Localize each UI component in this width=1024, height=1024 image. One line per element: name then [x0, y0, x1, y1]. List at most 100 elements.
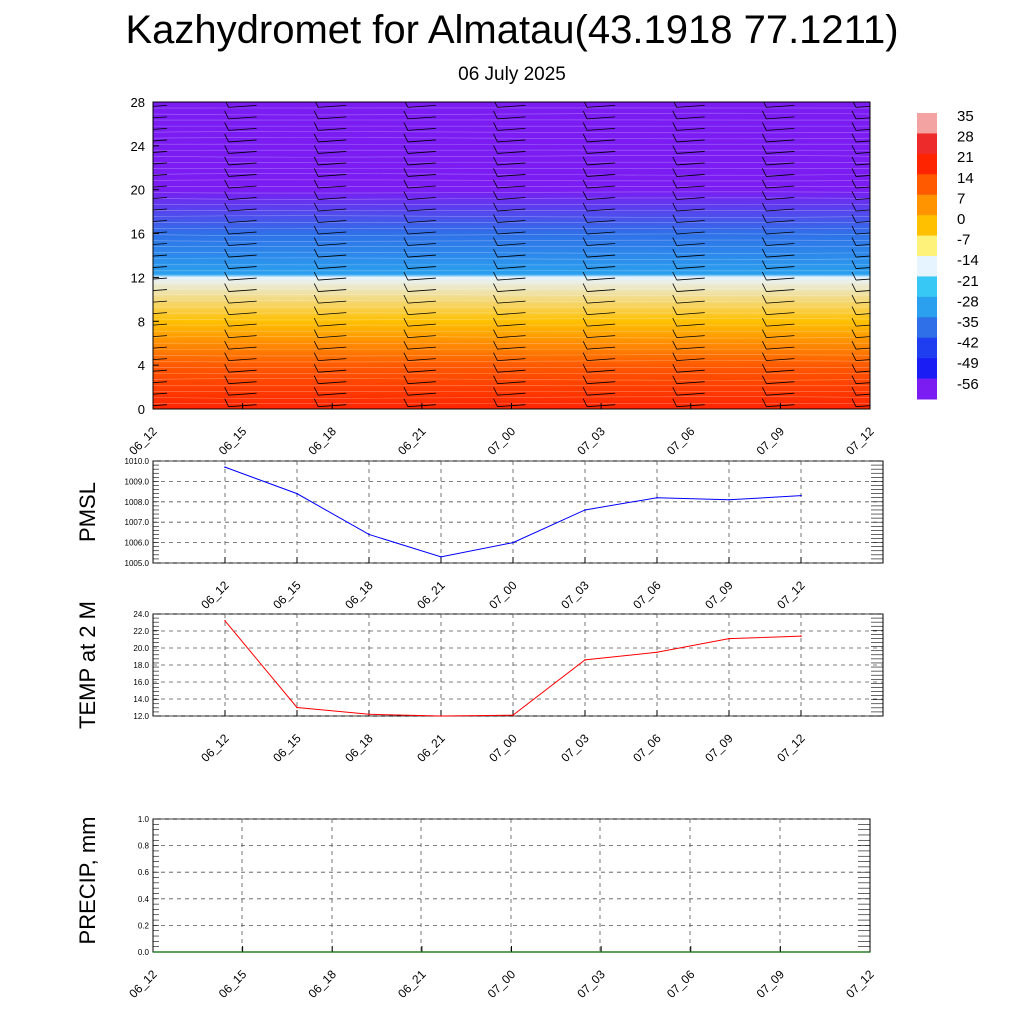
- x-tick-label: 06_21: [395, 967, 429, 1001]
- wind-barb-flag: [851, 248, 857, 258]
- wind-barb-staff: [587, 231, 616, 235]
- wind-barb-flag: [313, 110, 319, 120]
- wind-barb-flag: [403, 283, 409, 292]
- wind-barb-staff: [676, 139, 705, 143]
- wind-barb-flag: [493, 398, 498, 407]
- y-tick-label: 22.0: [133, 627, 149, 636]
- x-tick-label: 06_18: [305, 967, 339, 1001]
- wind-barb-flag: [851, 283, 857, 292]
- y-tick-label: 14.0: [133, 695, 149, 704]
- wind-barb-flag: [763, 102, 767, 108]
- wind-barb-staff: [587, 266, 616, 269]
- wind-barb-staff: [587, 381, 616, 385]
- x-tick-label: 07_09: [702, 578, 736, 612]
- wind-barb-flag: [403, 168, 409, 177]
- colorbar-label: -14: [957, 252, 979, 269]
- wind-barb-staff: [228, 220, 257, 223]
- wind-barb-flag: [313, 306, 319, 315]
- wind-barb-staff: [676, 392, 705, 396]
- wind-barb-staff: [153, 277, 168, 280]
- data-point: [584, 659, 586, 661]
- wind-barb-staff: [228, 243, 257, 246]
- wind-barb-staff: [587, 116, 616, 120]
- data-point: [368, 713, 370, 716]
- colorbar-swatch: [917, 215, 937, 237]
- wind-barb-flag: [135, 341, 139, 349]
- wind-barb-flag: [851, 214, 857, 223]
- wind-barb-staff: [153, 174, 168, 176]
- wind-barb-flag: [224, 122, 229, 131]
- wind-barb-flag: [403, 122, 409, 131]
- wind-barb-flag: [672, 179, 678, 189]
- wind-barb-flag: [582, 168, 588, 177]
- y-axis-label: PMSL: [75, 482, 100, 542]
- wind-barb-staff: [153, 300, 168, 303]
- y-tick-label: 24: [131, 139, 145, 154]
- wind-barb-staff: [318, 335, 347, 339]
- x-tick-label: 06_18: [342, 578, 376, 612]
- wind-barb-flag: [493, 179, 498, 189]
- wind-barb-staff: [766, 266, 795, 269]
- wind-barb-flag: [403, 306, 409, 315]
- wind-barb-staff: [497, 231, 526, 235]
- wind-barb-staff: [497, 335, 526, 339]
- wind-barb-flag: [403, 225, 409, 235]
- wind-barb-staff: [676, 358, 705, 362]
- wind-barb-staff: [497, 381, 526, 385]
- wind-barb-flag: [313, 168, 319, 177]
- wind-barb-flag: [403, 260, 409, 269]
- wind-barb-flag: [672, 340, 678, 350]
- colorbar-label: -49: [957, 355, 979, 372]
- data-point: [296, 492, 298, 495]
- y-axis-label: PRECIP, mm: [75, 817, 100, 945]
- wind-barb-flag: [762, 283, 767, 292]
- wind-barb-staff: [676, 231, 705, 235]
- page-subtitle: 06 July 2025: [458, 64, 566, 85]
- wind-barb-staff: [407, 266, 436, 269]
- wind-barb-staff: [587, 104, 616, 108]
- y-tick-label: 0: [138, 402, 145, 417]
- wind-barb-flag: [135, 157, 139, 165]
- x-tick-label: 07_00: [486, 731, 520, 765]
- wind-barb-staff: [318, 277, 347, 281]
- data-point: [440, 715, 442, 717]
- data-point: [728, 498, 730, 501]
- panel-frame: [152, 460, 884, 564]
- wind-barb-flag: [313, 133, 319, 143]
- wind-barb-flag: [313, 156, 319, 166]
- panel-frame: [152, 818, 871, 953]
- wind-barb-staff: [407, 151, 436, 154]
- wind-barb-flag: [313, 329, 319, 338]
- wind-barb-flag: [851, 191, 857, 200]
- colorbar-swatch: [917, 153, 937, 175]
- wind-barb-flag: [762, 387, 767, 396]
- colorbar-swatch: [917, 133, 937, 155]
- wind-barb-flag: [224, 398, 229, 407]
- wind-barb-staff: [228, 254, 257, 258]
- wind-barb-staff: [855, 324, 870, 327]
- y-tick-label: 24.0: [133, 610, 149, 619]
- wind-barb-flag: [762, 340, 767, 350]
- wind-barb-staff: [587, 392, 616, 396]
- wind-barb-flag: [313, 225, 319, 235]
- wind-barb-flag: [582, 225, 588, 235]
- wind-barb-staff: [318, 197, 347, 200]
- wind-barb-staff: [855, 129, 870, 131]
- wind-barb-staff: [153, 323, 168, 326]
- wind-barb-flag: [224, 145, 229, 154]
- wind-barb-flag: [313, 202, 319, 212]
- wind-barb-flag: [582, 329, 588, 338]
- x-tick-label: 07_03: [558, 578, 592, 612]
- wind-barb-staff: [587, 369, 616, 373]
- wind-barb-flag: [224, 375, 229, 384]
- wind-barb-flag: [224, 363, 229, 373]
- x-tick-label: 06_15: [216, 967, 250, 1001]
- colorbar-swatch: [917, 276, 937, 298]
- contour-line: [153, 137, 870, 140]
- wind-barb-flag: [583, 102, 588, 108]
- wind-barb-staff: [228, 208, 257, 212]
- wind-barb-flag: [762, 237, 767, 246]
- wind-barb-flag: [224, 225, 229, 235]
- wind-barb-staff: [318, 104, 347, 108]
